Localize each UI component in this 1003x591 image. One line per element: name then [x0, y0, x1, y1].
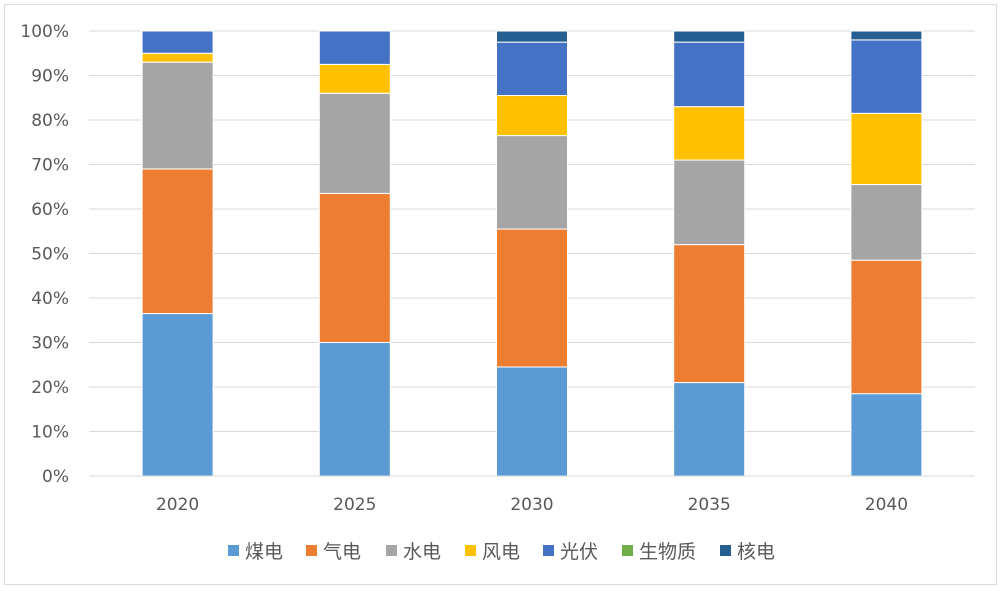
bar-segment	[318, 63, 391, 94]
bar-segment	[673, 30, 746, 43]
legend: 煤电 气电 水电 风电 光伏 生物质 核电	[228, 541, 775, 563]
legend-swatch	[465, 545, 476, 556]
bar-segment	[141, 30, 214, 54]
bar-segment	[496, 95, 568, 137]
legend-swatch	[306, 545, 317, 556]
y-tick-label: 0%	[42, 467, 69, 487]
x-tick-label: 2030	[510, 495, 553, 515]
y-tick-label: 90%	[31, 67, 69, 87]
bar-segment	[496, 366, 568, 477]
bar-segment	[318, 92, 391, 194]
y-tick-label: 30%	[31, 334, 69, 354]
x-tick-label: 2040	[865, 495, 908, 515]
legend-label: 气电	[323, 541, 361, 563]
bars	[141, 30, 923, 477]
bar-segment	[496, 135, 568, 230]
bar-segment	[850, 393, 923, 477]
axes: 0% 10% 20% 30% 40% 50% 60% 70% 80% 90% 100% 2020 202…	[20, 22, 975, 515]
bar-segment	[141, 61, 214, 170]
y-tick-label: 50%	[31, 245, 69, 265]
y-tick-label: 80%	[31, 111, 69, 131]
bar-segment	[673, 382, 746, 477]
x-tick-label: 2035	[688, 495, 731, 515]
y-tick-label: 60%	[31, 200, 69, 220]
bar-segment	[673, 41, 746, 108]
legend-label: 水电	[403, 541, 441, 563]
y-tick-label: 40%	[31, 289, 69, 309]
bar-segment	[850, 112, 923, 186]
bar-segment	[850, 184, 923, 261]
legend-label: 煤电	[245, 541, 283, 563]
bar-segment	[496, 228, 568, 368]
bar-segment	[496, 30, 568, 43]
y-tick-label: 10%	[31, 423, 69, 443]
bar-segment	[673, 244, 746, 384]
legend-label: 风电	[482, 541, 520, 563]
bar-segment	[850, 259, 923, 395]
bar-segment	[496, 41, 568, 97]
legend-label: 生物质	[639, 541, 696, 563]
y-tick-label: 100%	[20, 22, 69, 42]
bar-segment	[673, 106, 746, 161]
y-tick-label: 20%	[31, 378, 69, 398]
bar-segment	[141, 52, 214, 63]
bar-segment	[318, 342, 391, 477]
x-tick-label: 2025	[333, 495, 376, 515]
legend-label: 核电	[737, 541, 775, 563]
x-tick-label: 2020	[156, 495, 199, 515]
bar-segment	[318, 30, 391, 65]
legend-swatch	[622, 545, 633, 556]
legend-swatch	[543, 545, 554, 556]
bar-segment	[141, 168, 214, 315]
bar-segment	[850, 30, 923, 41]
bar-segment	[318, 192, 391, 343]
bar-segment	[850, 39, 923, 114]
legend-swatch	[386, 545, 397, 556]
bar-segment	[141, 313, 214, 477]
bar-segment	[673, 159, 746, 246]
legend-swatch	[720, 545, 731, 556]
y-tick-label: 70%	[31, 156, 69, 176]
legend-swatch	[228, 545, 239, 556]
legend-label: 光伏	[560, 541, 598, 563]
